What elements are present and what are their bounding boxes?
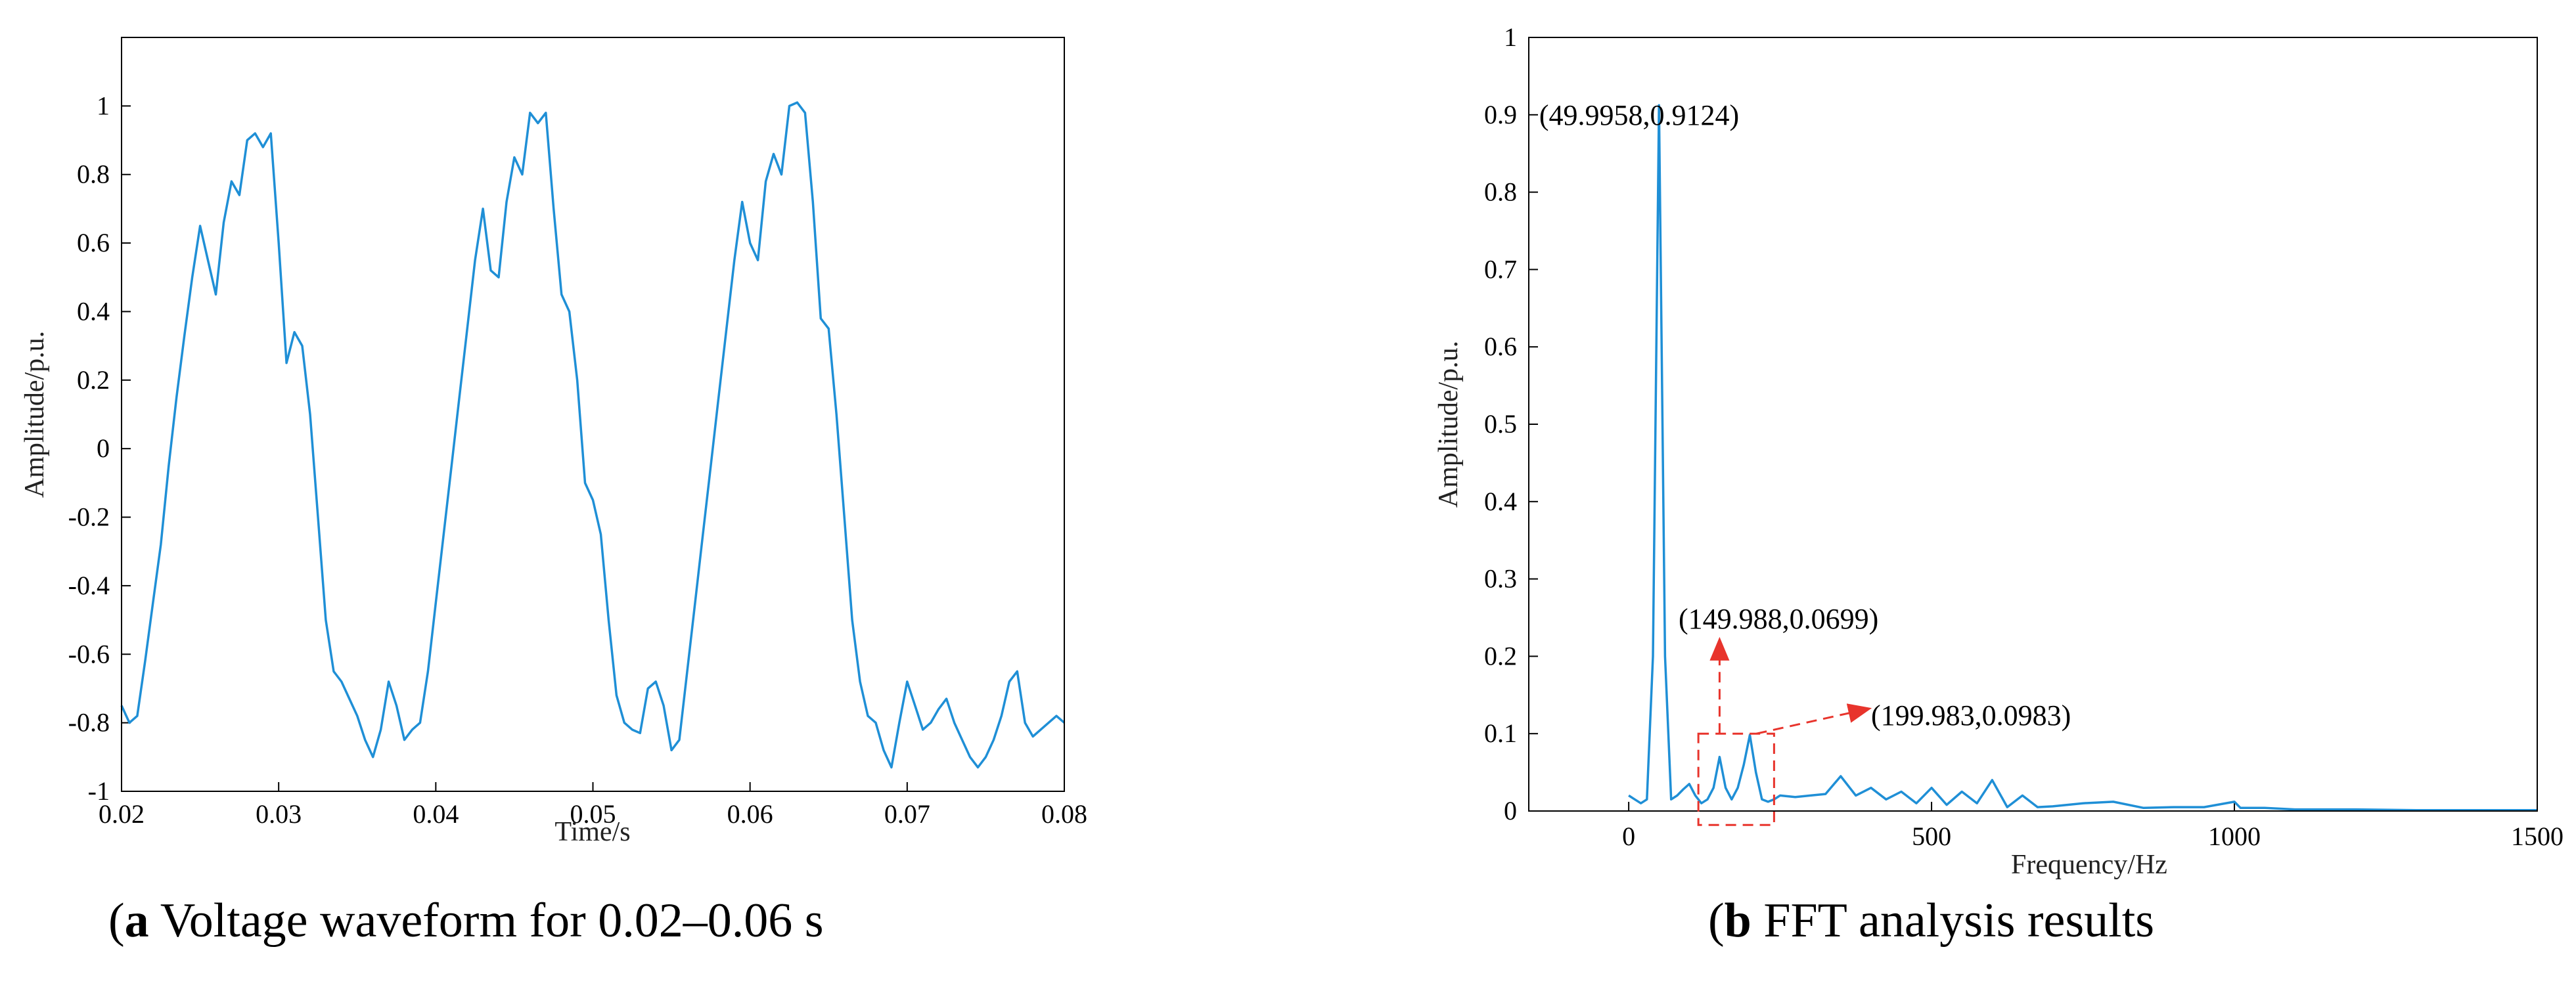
panel-a: 0.02 0.03 0.04 0.05 0.06 0.07 0.08 -1 -0.8 -0.6 -0… xyxy=(20,37,1087,847)
panel-b-xtick-label: 1500 xyxy=(2511,822,2564,851)
panel-b-ytick-label: 0.1 xyxy=(1484,718,1517,748)
panel-a-xtick-label: 0.06 xyxy=(727,799,773,829)
panel-b-ytick-label: 0.5 xyxy=(1484,409,1517,439)
panel-a-xtick-label: 0.05 xyxy=(570,799,616,829)
panel-b-ytick-label: 0 xyxy=(1504,796,1517,825)
panel-a-xtick-label: 0.02 xyxy=(99,799,145,829)
panel-a-ytick-label: 0 xyxy=(97,433,110,463)
panel-a-axes-box xyxy=(121,37,1065,792)
fft-spectrum-line xyxy=(1628,104,2537,812)
panel-a-xtick-label: 0.07 xyxy=(884,799,930,829)
panel-b-caption: (b FFT analysis results xyxy=(1708,894,2155,948)
panel-a-ytick-label: 0.6 xyxy=(77,228,110,257)
peak-annotation-50hz: (49.9958,0.9124) xyxy=(1539,99,1739,131)
panel-b-caption-letter: b xyxy=(1724,894,1751,948)
panel-a-xtick-label: 0.04 xyxy=(413,799,459,829)
panel-a-caption-letter: a xyxy=(124,894,149,948)
panel-a-caption-text: Voltage waveform for 0.02–0.06 s xyxy=(148,894,824,948)
panel-b-xlabel: Frequency/Hz xyxy=(2011,850,2167,880)
panel-a-ytick-label: -0.2 xyxy=(68,502,110,532)
panel-b-xtick-label: 0 xyxy=(1622,822,1635,851)
panel-a-ylabel: Amplitude/p.u. xyxy=(20,331,50,498)
panel-b-ytick-label: 0.7 xyxy=(1484,254,1517,284)
panel-a-caption: (a Voltage waveform for 0.02–0.06 s xyxy=(108,894,824,948)
panel-a-ticks: 0.02 0.03 0.04 0.05 0.06 0.07 0.08 -1 -0.8 -0.6 -0… xyxy=(68,91,1087,829)
panel-a-ytick-label: 0.2 xyxy=(77,365,110,395)
panel-a-ytick-label: 1 xyxy=(97,91,110,120)
panel-b-ytick-label: 0.8 xyxy=(1484,177,1517,207)
panel-b-ytick-label: 0.3 xyxy=(1484,564,1517,594)
panel-b-ytick-label: 0.2 xyxy=(1484,641,1517,670)
panel-a-ytick-label: 0.4 xyxy=(77,296,110,326)
panel-b-axes-box xyxy=(1528,37,2538,812)
panel-a-ytick-label: -0.6 xyxy=(68,639,110,669)
harmonic-highlight-box xyxy=(1697,732,1775,826)
voltage-waveform-line xyxy=(120,101,1066,769)
panel-b-ylabel: Amplitude/p.u. xyxy=(1434,341,1464,508)
panel-a-xlabel: Time/s xyxy=(554,817,630,847)
panel-b: 0 500 1000 1500 0 0.1 0.2 0.3 0.4 0.5 0.6 0.7 0.8 0.9… xyxy=(1434,22,2564,880)
panel-b-xtick-label: 500 xyxy=(1912,822,1951,851)
harmonic-200hz-arrow xyxy=(1756,703,1872,735)
panel-b-xtick-label: 1000 xyxy=(2208,822,2261,851)
panel-a-ytick-label: -0.4 xyxy=(68,571,110,600)
panel-a-ytick-label: -1 xyxy=(88,776,110,806)
peak-annotation-200hz: (199.983,0.0983) xyxy=(1871,699,2071,732)
peak-annotation-150hz: (149.988,0.0699) xyxy=(1679,603,1878,635)
panel-a-ytick-label: 0.8 xyxy=(77,160,110,189)
panel-b-ytick-label: 0.9 xyxy=(1484,100,1517,129)
panel-b-ytick-label: 1 xyxy=(1504,22,1517,52)
panel-a-xtick-label: 0.08 xyxy=(1041,799,1087,829)
panel-b-caption-text: FFT analysis results xyxy=(1751,894,2155,948)
panel-b-ytick-label: 0.4 xyxy=(1484,487,1517,516)
panel-a-xtick-label: 0.03 xyxy=(256,799,302,829)
panel-a-ytick-label: -0.8 xyxy=(68,708,110,737)
panel-b-ytick-label: 0.6 xyxy=(1484,332,1517,361)
